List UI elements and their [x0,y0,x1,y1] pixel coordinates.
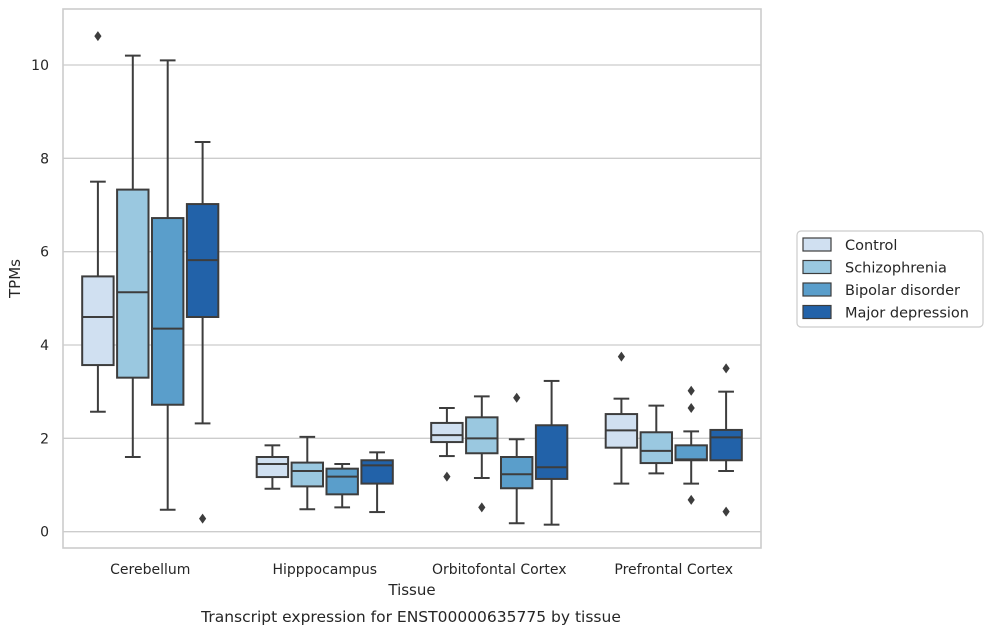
y-tick-label-4: 4 [40,338,49,354]
legend-label-0: Control [845,238,897,254]
y-tick-label-8: 8 [40,151,49,167]
legend-label-2: Bipolar disorder [845,283,960,299]
box-rect [674,444,708,462]
box-series [81,31,743,526]
box-rect [430,421,464,444]
outlier-point [722,363,730,374]
box-rect [465,416,499,455]
outlier-point [722,506,730,517]
x-tick-label-3: Prefrontal Cortex [614,562,733,578]
outlier-point [513,392,521,403]
box-rect [499,456,534,490]
box-0-2 [150,59,185,511]
box-0-1 [116,54,150,458]
x-tick-label-2: Orbitofontal Cortex [432,562,567,578]
box-3-1 [639,404,674,475]
box-rect [534,424,569,480]
box-1-0 [255,444,290,490]
plot-frame [62,8,762,549]
legend-swatch-0 [802,237,832,252]
box-1-3 [360,451,394,514]
outlier-point [687,385,695,396]
box-1-2 [325,463,359,509]
box-rect [709,428,743,462]
x-tick-label-0: Cerebellum [110,562,190,578]
box-rect [81,275,115,367]
legend-swatch-3 [802,304,832,320]
legend-frame [796,230,984,328]
box-rect [116,188,150,379]
y-tick-label-2: 2 [40,431,49,447]
box-rect [360,459,394,485]
y-axis-label: TPMs [6,259,24,299]
box-2-1 [465,395,499,513]
box-rect [150,217,185,406]
legend-swatch-2 [802,282,832,297]
legend-label-3: Major depression [845,306,969,322]
box-rect [325,467,359,496]
legend-swatch-1 [802,259,832,275]
x-axis-label: Tissue [387,581,435,599]
box-3-3 [709,363,743,517]
y-tick-labels: 0 2 4 6 8 10 [31,58,49,541]
y-tick-label-10: 10 [31,58,49,74]
box-1-1 [290,435,325,511]
box-2-3 [534,379,569,526]
x-tick-labels: Cerebellum Hipppocampus Orbitofontal Corte… [110,562,733,578]
box-2-0 [430,407,464,482]
outlier-point [94,31,102,42]
box-rect [639,431,674,465]
outlier-point [617,351,625,362]
legend-label-1: Schizophrenia [845,261,947,277]
outlier-point [478,502,486,513]
box-3-0 [604,351,639,485]
box-2-2 [499,392,534,525]
box-0-3 [185,141,220,524]
legend: Control Schizophrenia Bipolar disorder Majo… [796,230,984,328]
outlier-point [443,471,451,482]
box-0-0 [81,31,115,413]
chart-caption: Transcript expression for ENST0000063577… [200,608,621,626]
y-tick-label-0: 0 [40,525,49,541]
box-3-2 [674,385,708,505]
box-rect [290,461,325,488]
outlier-point [199,513,207,524]
x-tick-label-1: Hipppocampus [272,562,377,578]
outlier-point [687,494,695,505]
box-rect [255,456,290,479]
y-tick-label-6: 6 [40,245,49,261]
outlier-point [687,403,695,413]
